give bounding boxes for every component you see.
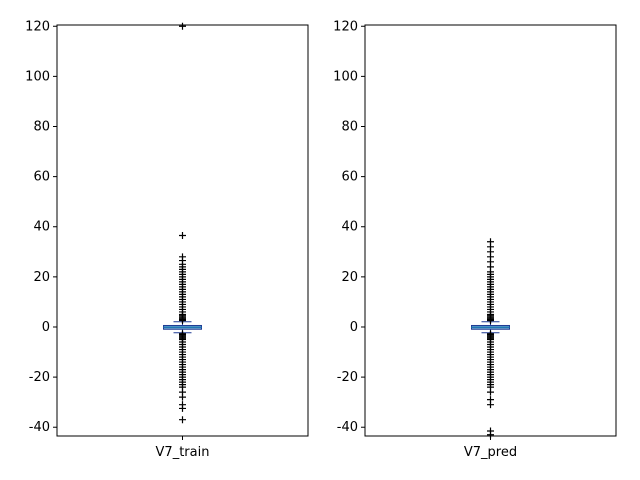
y-tick-label: 120 [25,19,50,34]
y-tick-label: 60 [33,170,50,185]
y-tick-label: -40 [337,420,358,435]
y-tick-label: 120 [333,19,358,34]
y-tick-label: -20 [29,370,50,385]
y-tick-label: 60 [341,170,358,185]
y-tick-label: 80 [33,119,50,134]
outlier-point [487,388,494,396]
y-tick-label: 20 [33,270,50,285]
outlier-point [179,316,186,324]
y-tick-label: 80 [341,119,358,134]
y-tick-label: 0 [350,320,358,335]
outlier-point [179,416,186,424]
outlier-point [487,431,494,439]
outlier-point [487,316,494,324]
outlier-point [487,401,494,409]
y-tick-label: 100 [333,69,358,84]
x-tick-label: V7_pred [464,445,517,460]
axes-frame [364,24,617,437]
y-tick-label: 40 [341,220,358,235]
panel-v7-train: -40 -20 0 20 40 60 80 100 120 V7_train [25,19,309,460]
outlier-point [179,232,186,240]
outlier-point [179,22,186,30]
y-tick-label: 0 [42,320,50,335]
y-tick-label: 20 [341,270,358,285]
outlier-point [179,404,186,412]
outlier-point [179,393,186,401]
x-tick-label: V7_train [156,445,210,460]
panel-v7-pred: -40 -20 0 20 40 60 80 100 120 V7_pred [333,19,617,460]
axes-frame [56,24,309,437]
y-tick-label: -20 [337,370,358,385]
y-tick-label: -40 [29,420,50,435]
y-tick-label: 100 [25,69,50,84]
y-tick-label: 40 [33,220,50,235]
